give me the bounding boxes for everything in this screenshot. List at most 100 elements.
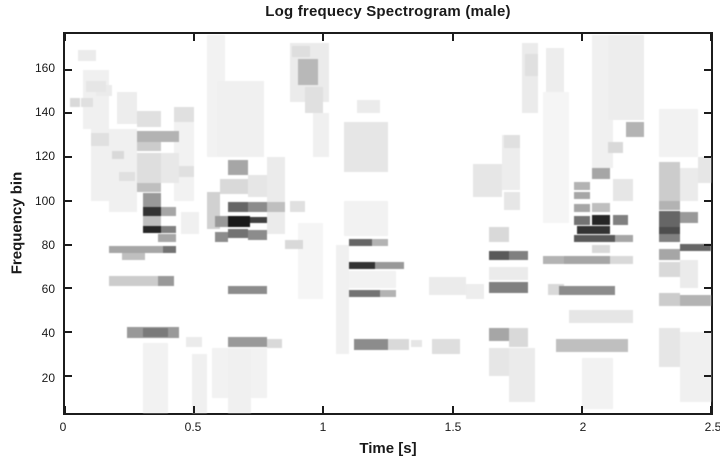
spectrogram-cell — [181, 211, 200, 234]
spectrogram-cell — [659, 227, 680, 234]
spectrogram-cell — [158, 233, 177, 243]
spectrogram-cell — [142, 216, 161, 227]
spectrogram-cell — [248, 230, 267, 241]
spectrogram-cell — [592, 244, 611, 254]
spectrogram-cell — [679, 332, 711, 403]
spectrogram-cell — [509, 347, 536, 403]
chart-title: Log frequecy Spectrogram (male) — [265, 3, 511, 20]
spectrogram-cell — [248, 174, 267, 197]
spectrogram-cell — [142, 343, 169, 413]
spectrogram-cell — [220, 179, 249, 195]
spectrogram-cell — [659, 233, 680, 243]
spectrogram-cell — [659, 262, 680, 278]
y-tick-label: 80 — [41, 237, 55, 252]
x-tick-label: 1 — [319, 420, 327, 434]
y-axis-tick — [704, 243, 711, 246]
spectrogram-cell — [160, 152, 179, 184]
spectrogram-cell — [592, 168, 611, 180]
spectrogram-cell — [581, 358, 613, 409]
y-tick-label: 160 — [34, 61, 55, 76]
spectrogram-cell — [574, 234, 616, 243]
spectrogram-cell — [607, 34, 644, 120]
spectrogram-cell — [679, 243, 711, 252]
spectrogram-cell — [178, 165, 195, 177]
spectrogram-cell — [227, 229, 249, 239]
spectrogram-cell — [173, 122, 195, 201]
spectrogram-cell — [191, 354, 208, 413]
spectrogram-cell — [158, 276, 174, 287]
x-axis-tick — [322, 34, 325, 41]
spectrogram-cell — [574, 216, 590, 225]
spectrogram-cell — [336, 244, 350, 355]
spectrogram-cell — [592, 215, 611, 225]
spectrogram-cell — [85, 80, 107, 92]
x-tick-label: 2.5 — [704, 420, 720, 434]
y-tick-label: 60 — [41, 282, 55, 297]
spectrogram-cell — [137, 130, 179, 142]
y-axis-tick — [704, 199, 711, 202]
spectrogram-cell — [344, 270, 396, 289]
spectrogram-cell — [212, 347, 228, 398]
spectrogram-cell — [227, 160, 249, 175]
spectrogram-cell — [142, 207, 161, 217]
x-tick-label: 0.5 — [184, 420, 202, 434]
spectrogram-cell — [108, 276, 174, 287]
spectrogram-cell — [305, 87, 324, 114]
x-axis-tick — [451, 406, 454, 413]
spectrogram-cell — [679, 211, 699, 223]
spectrogram-cell — [344, 200, 388, 236]
spectrogram-cell — [292, 45, 311, 57]
spectrogram-cell — [625, 122, 644, 138]
spectrogram-cell — [80, 98, 94, 107]
y-axis-tick — [704, 156, 711, 159]
spectrogram-cell — [108, 245, 177, 254]
x-axis-label: Time [s] — [359, 440, 417, 457]
spectrogram-cell — [227, 347, 252, 413]
spectrogram-cell — [568, 310, 634, 324]
x-axis-tick — [193, 34, 196, 41]
spectrogram-cell — [227, 202, 249, 212]
spectrogram-cell — [160, 226, 177, 233]
spectrogram-cell — [119, 172, 135, 182]
spectrogram-cell — [116, 91, 138, 125]
spectrogram-cell — [249, 217, 267, 223]
spectrogram-cell — [524, 54, 538, 77]
spectrogram-cell — [356, 100, 381, 114]
spectrogram-cell — [504, 135, 520, 149]
y-axis-tick — [65, 199, 72, 202]
spectrogram-cell — [488, 251, 510, 260]
spectrogram-cell — [488, 227, 510, 243]
y-axis-tick — [65, 243, 72, 246]
spectrogram-cell — [142, 193, 161, 208]
x-axis-tick — [451, 34, 454, 41]
spectrogram-cell — [659, 161, 680, 201]
spectrogram-cell — [70, 98, 81, 107]
spectrogram-cell — [142, 327, 169, 337]
y-axis-tick — [65, 287, 72, 290]
spectrogram-cell — [659, 109, 699, 158]
y-axis-tick — [704, 68, 711, 71]
spectrogram-cell — [90, 113, 109, 201]
x-tick-label: 1.5 — [444, 420, 462, 434]
y-axis-tick — [704, 374, 711, 377]
spectrogram-cell — [612, 179, 634, 201]
spectrogram-cell — [543, 91, 569, 223]
x-axis-tick — [580, 406, 583, 413]
spectrogram-cell — [659, 292, 680, 306]
spectrogram-cell — [375, 262, 404, 269]
spectrogram-cell — [108, 128, 138, 212]
spectrogram-cell — [227, 336, 267, 348]
spectrogram-cell — [137, 141, 161, 151]
spectrogram-cell — [488, 347, 510, 376]
spectrogram-cell — [137, 152, 161, 184]
spectrogram-cell — [659, 327, 680, 368]
spectrogram-cell — [431, 338, 461, 355]
y-axis-tick — [65, 68, 72, 71]
spectrogram-cell — [137, 183, 161, 193]
spectrogram-cell — [473, 163, 502, 197]
spectrogram-cell — [388, 338, 409, 350]
spectrogram-cell — [297, 222, 324, 300]
x-tick-label: 2 — [579, 420, 587, 434]
spectrogram-cell — [137, 111, 161, 127]
